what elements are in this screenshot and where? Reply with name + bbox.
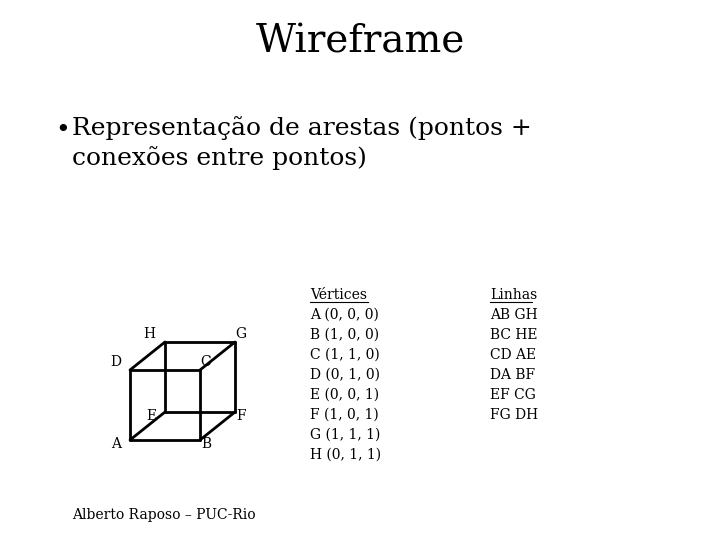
Text: AB GH: AB GH (490, 308, 538, 322)
Text: BC HE: BC HE (490, 328, 538, 342)
Text: F: F (236, 409, 246, 423)
Text: G (1, 1, 1): G (1, 1, 1) (310, 428, 380, 442)
Text: G: G (235, 327, 246, 341)
Text: A (0, 0, 0): A (0, 0, 0) (310, 308, 379, 322)
Text: Representação de arestas (pontos +: Representação de arestas (pontos + (72, 116, 532, 140)
Text: Wireframe: Wireframe (256, 24, 464, 60)
Text: C: C (201, 355, 211, 369)
Text: E: E (146, 409, 156, 423)
Text: C (1, 1, 0): C (1, 1, 0) (310, 348, 379, 362)
Text: Linhas: Linhas (490, 288, 537, 302)
Text: E (0, 0, 1): E (0, 0, 1) (310, 388, 379, 402)
Text: B (1, 0, 0): B (1, 0, 0) (310, 328, 379, 342)
Text: conexões entre pontos): conexões entre pontos) (72, 146, 367, 170)
Text: F (1, 0, 1): F (1, 0, 1) (310, 408, 379, 422)
Text: B: B (201, 437, 211, 451)
Text: Alberto Raposo – PUC-Rio: Alberto Raposo – PUC-Rio (72, 508, 256, 522)
Text: H (0, 1, 1): H (0, 1, 1) (310, 448, 381, 462)
Text: •: • (55, 118, 70, 142)
Text: CD AE: CD AE (490, 348, 536, 362)
Text: D (0, 1, 0): D (0, 1, 0) (310, 368, 380, 382)
Text: A: A (111, 437, 121, 451)
Text: EF CG: EF CG (490, 388, 536, 402)
Text: H: H (143, 327, 155, 341)
Text: D: D (110, 355, 122, 369)
Text: DA BF: DA BF (490, 368, 535, 382)
Text: FG DH: FG DH (490, 408, 538, 422)
Text: Vértices: Vértices (310, 288, 367, 302)
